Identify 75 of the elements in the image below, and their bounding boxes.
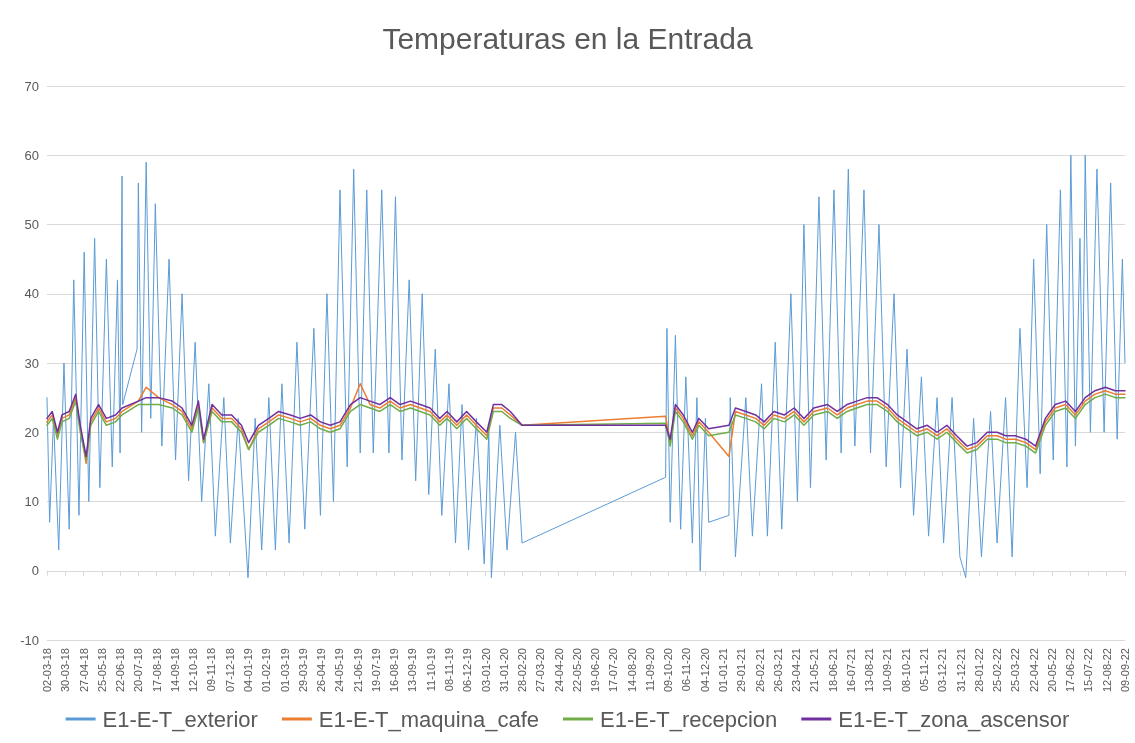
x-tick-label: 06-12-19 [461, 648, 474, 693]
x-tick-label: 29-01-21 [735, 648, 748, 693]
y-tick-label: -10 [20, 632, 39, 648]
x-tick-label: 03-12-21 [936, 648, 949, 693]
x-tick-label: 11-10-19 [424, 648, 437, 692]
x-tick-label: 12-08-22 [1100, 648, 1113, 693]
x-tick-label: 31-01-20 [497, 648, 510, 693]
y-tick-label: 40 [24, 286, 39, 302]
x-tick-label: 21-05-21 [808, 648, 821, 693]
x-tick-label: 16-07-21 [844, 648, 857, 693]
x-tick-label: 27-04-18 [77, 648, 90, 693]
x-tick-label: 17-07-20 [607, 648, 620, 693]
x-tick-label: 25-02-22 [991, 648, 1004, 693]
x-tick-label: 23-04-21 [790, 648, 803, 693]
y-tick-label: 30 [24, 355, 39, 371]
y-tick-label: 20 [24, 424, 39, 440]
legend-label: E1-E-T_exterior [102, 706, 258, 732]
y-tick-label: 0 [31, 563, 39, 579]
x-tick-label: 18-06-21 [826, 648, 839, 693]
x-tick-label: 01-02-19 [260, 648, 273, 693]
x-tick-label: 17-08-18 [150, 648, 163, 693]
x-tick-label: 12-10-18 [187, 648, 200, 693]
x-tick-label: 09-10-20 [662, 648, 675, 693]
x-tick-label: 13-09-19 [406, 648, 419, 693]
x-tick-label: 22-04-22 [1027, 648, 1040, 693]
x-tick-label: 31-12-21 [954, 648, 967, 693]
x-tick-label: 11-09-20 [643, 648, 656, 692]
x-tick-label: 20-07-18 [132, 648, 145, 693]
x-tick-label: 04-01-19 [241, 648, 254, 693]
x-tick-label: 19-06-20 [589, 648, 602, 693]
x-tick-label: 20-05-22 [1045, 648, 1058, 693]
x-tick-label: 15-07-22 [1082, 648, 1095, 693]
y-tick-label: 50 [24, 217, 39, 232]
x-tick-label: 27-03-20 [534, 648, 547, 693]
x-tick-label: 29-03-19 [296, 648, 309, 693]
x-tick-label: 03-01-20 [479, 648, 492, 693]
x-tick-label: 24-04-20 [552, 648, 565, 693]
x-tick-label: 08-11-19 [442, 648, 455, 692]
x-tick-label: 24-05-19 [333, 648, 346, 693]
y-tick-label: 60 [24, 147, 39, 163]
x-tick-label: 19-07-19 [369, 648, 382, 693]
x-tick-label: 16-08-19 [388, 648, 401, 693]
x-tick-label: 14-09-18 [168, 648, 181, 693]
x-tick-label: 09-11-18 [205, 648, 218, 692]
y-tick-label: 10 [24, 494, 39, 509]
x-tick-label: 01-03-19 [278, 648, 291, 693]
legend-label: E1-E-T_zona_ascensor [838, 706, 1070, 732]
y-tick-label: 70 [24, 78, 39, 94]
x-tick-label: 17-06-22 [1064, 648, 1077, 693]
x-tick-label: 28-02-20 [516, 648, 529, 693]
x-tick-label: 02-03-18 [41, 648, 53, 693]
legend-label: E1-E-T_maquina_cafe [318, 706, 539, 732]
legend-label: E1-E-T_recepcion [599, 706, 778, 732]
x-tick-label: 28-01-22 [972, 648, 985, 693]
x-tick-label: 22-06-18 [114, 648, 127, 693]
x-tick-label: 14-08-20 [625, 648, 638, 693]
chart-title: Temperaturas en la Entrada [382, 21, 753, 55]
x-tick-label: 04-12-20 [698, 648, 711, 693]
x-tick-label: 10-09-21 [881, 648, 894, 693]
x-tick-label: 07-12-18 [223, 648, 236, 693]
x-tick-label: 01-01-21 [717, 648, 730, 693]
x-tick-label: 22-05-20 [570, 648, 583, 693]
x-tick-label: 05-11-21 [918, 648, 931, 692]
x-tick-label: 25-03-22 [1009, 648, 1022, 693]
x-tick-label: 25-05-18 [95, 648, 108, 693]
x-tick-label: 26-02-21 [753, 648, 766, 693]
x-tick-label: 06-11-20 [680, 648, 693, 692]
x-tick-label: 13-08-21 [863, 648, 876, 693]
x-tick-label: 09-09-22 [1119, 648, 1131, 693]
line-series [46, 154, 1126, 579]
x-tick-label: 21-06-19 [351, 648, 364, 693]
x-tick-label: 30-03-18 [59, 648, 72, 693]
x-tick-label: 26-03-21 [771, 648, 784, 693]
x-tick-label: 08-10-21 [899, 648, 912, 693]
x-tick-label: 26-04-19 [315, 648, 328, 693]
